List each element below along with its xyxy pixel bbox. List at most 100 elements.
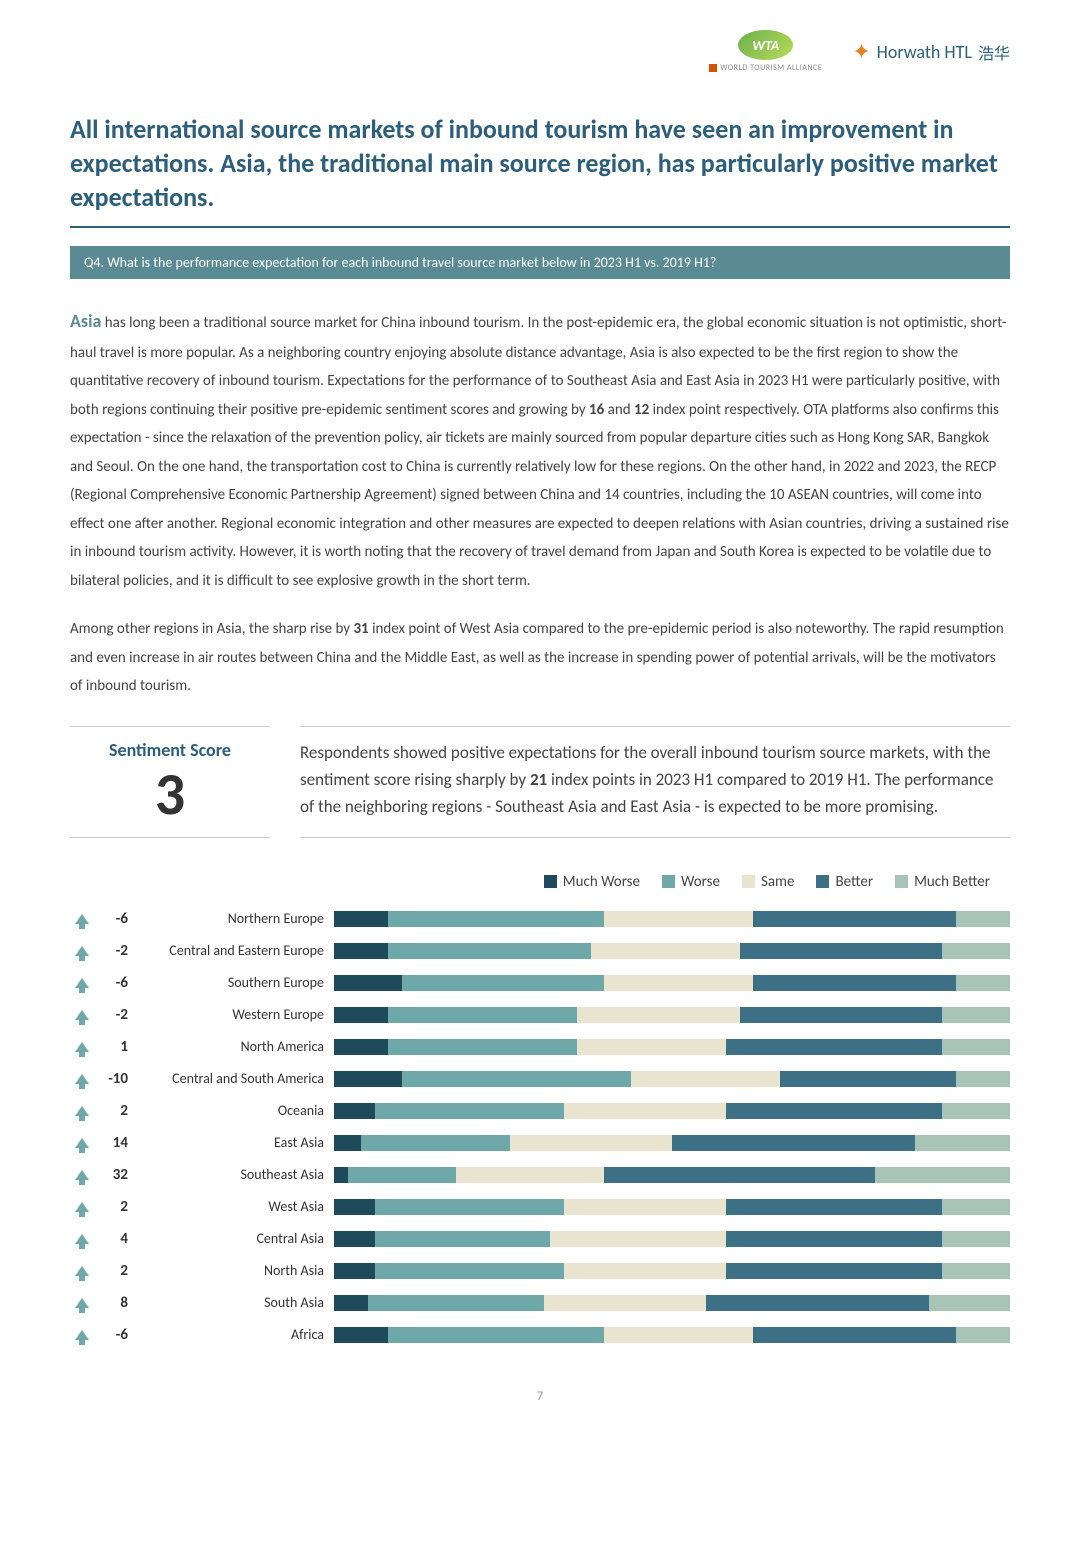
region-label: North America [134, 1038, 334, 1055]
bar-segment [604, 1167, 874, 1183]
value-cell: 2 [94, 1262, 134, 1280]
arrow-cell [70, 1298, 94, 1308]
value-cell: 14 [94, 1134, 134, 1152]
legend-swatch [895, 875, 908, 888]
region-label: Oceania [134, 1102, 334, 1119]
bar-segment [942, 1263, 1010, 1279]
bar-segment [753, 911, 956, 927]
bar [334, 1103, 1010, 1119]
bar-segment [577, 1007, 739, 1023]
bar-segment [875, 1167, 1010, 1183]
bar-segment [942, 1199, 1010, 1215]
bar-segment [334, 911, 388, 927]
region-label: Northern Europe [134, 910, 334, 927]
bar-segment [402, 1071, 632, 1087]
bar-segment [510, 1135, 672, 1151]
arrow-cell [70, 978, 94, 988]
bar [334, 1199, 1010, 1215]
arrow-cell [70, 1010, 94, 1020]
bar [334, 1231, 1010, 1247]
region-label: East Asia [134, 1134, 334, 1151]
value-cell: 2 [94, 1198, 134, 1216]
question-bar: Q4. What is the performance expectation … [70, 246, 1010, 279]
region-label: West Asia [134, 1198, 334, 1215]
bar [334, 1263, 1010, 1279]
arrow-up-icon [75, 1010, 89, 1020]
bar-segment [334, 1135, 361, 1151]
chart-row: 2North Asia [70, 1257, 1010, 1285]
value-cell: -10 [94, 1070, 134, 1088]
wta-badge-icon: WTA [738, 30, 793, 60]
value-cell: 8 [94, 1294, 134, 1312]
arrow-cell [70, 1266, 94, 1276]
paragraph-2: Among other regions in Asia, the sharp r… [70, 615, 1010, 701]
page-title: All international source markets of inbo… [70, 113, 1010, 214]
bar-segment [368, 1295, 544, 1311]
arrow-cell [70, 1138, 94, 1148]
bar-segment [334, 1167, 348, 1183]
bar [334, 1135, 1010, 1151]
bar-segment [604, 1327, 753, 1343]
value-cell: 4 [94, 1230, 134, 1248]
region-label: Africa [134, 1326, 334, 1343]
bar-segment [388, 1327, 604, 1343]
bar-segment [942, 1039, 1010, 1055]
bar-segment [672, 1135, 915, 1151]
region-label: Southeast Asia [134, 1166, 334, 1183]
sentiment-box: Sentiment Score 3 [70, 726, 270, 838]
paragraph-1: Asia has long been a traditional source … [70, 304, 1010, 595]
bar-segment [726, 1039, 942, 1055]
arrow-up-icon [75, 1042, 89, 1052]
chart-legend: Much WorseWorseSameBetterMuch Better [70, 873, 1010, 891]
bar-segment [604, 911, 753, 927]
page-number: 7 [70, 1389, 1010, 1404]
chart-row: -6Northern Europe [70, 905, 1010, 933]
bar-segment [591, 943, 740, 959]
legend-swatch [544, 875, 557, 888]
chart-row: -6Africa [70, 1321, 1010, 1349]
chart-row: 4Central Asia [70, 1225, 1010, 1253]
bar-segment [334, 1103, 375, 1119]
value-cell: -2 [94, 942, 134, 960]
bar-segment [388, 911, 604, 927]
bar-segment [348, 1167, 456, 1183]
region-label: Central and South America [134, 1070, 334, 1087]
header-logos: WTA WORLD TOURISM ALLIANCE ✦ Horwath HTL… [70, 30, 1010, 73]
value-cell: -6 [94, 974, 134, 992]
arrow-cell [70, 1170, 94, 1180]
arrow-cell [70, 1042, 94, 1052]
arrow-up-icon [75, 1170, 89, 1180]
bar-segment [604, 975, 753, 991]
value-cell: -2 [94, 1006, 134, 1024]
horwath-cn: 浩华 [978, 40, 1010, 64]
arrow-cell [70, 1234, 94, 1244]
arrow-up-icon [75, 1298, 89, 1308]
bar [334, 975, 1010, 991]
bar [334, 911, 1010, 927]
bar-segment [334, 975, 402, 991]
arrow-cell [70, 1074, 94, 1084]
summary-text: Respondents showed positive expectations… [300, 726, 1010, 838]
legend-swatch [662, 875, 675, 888]
bar-segment [375, 1231, 551, 1247]
bar-segment [956, 1327, 1010, 1343]
legend-label: Same [761, 873, 795, 891]
chart-row: 2West Asia [70, 1193, 1010, 1221]
legend-item: Better [816, 873, 873, 891]
arrow-up-icon [75, 1330, 89, 1340]
bar-segment [456, 1167, 605, 1183]
arrow-cell [70, 1106, 94, 1116]
bar-segment [956, 911, 1010, 927]
bar-segment [375, 1103, 564, 1119]
bar [334, 1039, 1010, 1055]
arrow-cell [70, 914, 94, 924]
bar-segment [388, 943, 591, 959]
bar [334, 943, 1010, 959]
arrow-up-icon [75, 1138, 89, 1148]
bar-segment [942, 1007, 1010, 1023]
bar-segment [740, 1007, 943, 1023]
bar-segment [915, 1135, 1010, 1151]
bar-segment [780, 1071, 956, 1087]
legend-label: Much Better [914, 873, 990, 891]
bar-segment [334, 1327, 388, 1343]
